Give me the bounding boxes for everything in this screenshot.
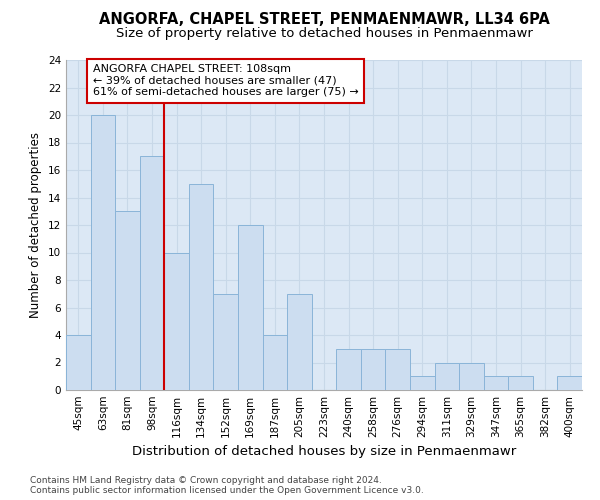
Bar (336, 349, 361, 390)
Bar (115, 211, 140, 390)
Bar (410, 376, 434, 390)
Bar (557, 376, 582, 390)
Bar (140, 156, 164, 390)
X-axis label: Distribution of detached houses by size in Penmaenmawr: Distribution of detached houses by size … (132, 446, 516, 458)
Bar (263, 335, 287, 390)
Text: ANGORFA, CHAPEL STREET, PENMAENMAWR, LL34 6PA: ANGORFA, CHAPEL STREET, PENMAENMAWR, LL3… (98, 12, 550, 28)
Bar (189, 184, 214, 390)
Bar (459, 362, 484, 390)
Bar (287, 294, 312, 390)
Bar (214, 294, 238, 390)
Text: ANGORFA CHAPEL STREET: 108sqm
← 39% of detached houses are smaller (47)
61% of s: ANGORFA CHAPEL STREET: 108sqm ← 39% of d… (93, 64, 359, 98)
Bar (66, 335, 91, 390)
Bar (91, 115, 115, 390)
Bar (361, 349, 385, 390)
Bar (508, 376, 533, 390)
Bar (484, 376, 508, 390)
Text: Size of property relative to detached houses in Penmaenmawr: Size of property relative to detached ho… (116, 28, 532, 40)
Bar (385, 349, 410, 390)
Text: Contains HM Land Registry data © Crown copyright and database right 2024.
Contai: Contains HM Land Registry data © Crown c… (30, 476, 424, 495)
Bar (434, 362, 459, 390)
Bar (164, 252, 189, 390)
Y-axis label: Number of detached properties: Number of detached properties (29, 132, 43, 318)
Bar (238, 225, 263, 390)
